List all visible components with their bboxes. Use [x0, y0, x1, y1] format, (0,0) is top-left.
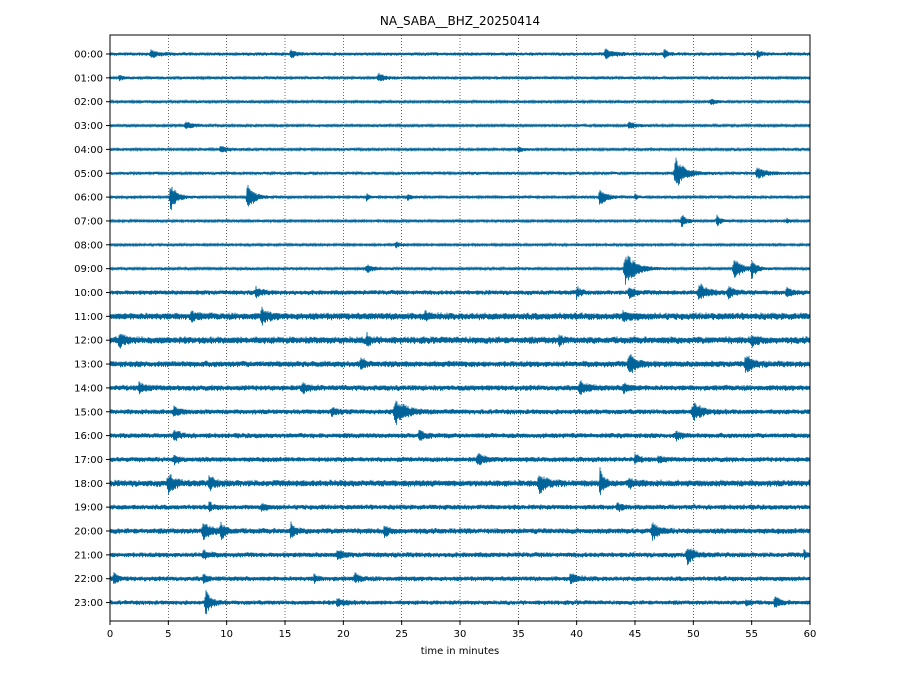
- trace-2100: [109, 548, 811, 566]
- y-tick-labels: 00:00 01:00 02:00 03:00 04:00 05:00 06:00 07:00…: [74, 50, 110, 609]
- trace-0900: [109, 255, 811, 285]
- trace-2300: [109, 590, 811, 615]
- trace-0200: [109, 98, 811, 105]
- trace-1800: [109, 467, 811, 496]
- y-tick-label: 00:00: [74, 50, 103, 61]
- y-tick-label: 08:00: [74, 240, 103, 251]
- y-tick-label: 11:00: [74, 312, 103, 323]
- plot-frame: [109, 34, 811, 622]
- x-tick-label: 0: [107, 629, 113, 640]
- x-tick-label: 60: [804, 629, 817, 640]
- x-tick-label: 5: [165, 629, 171, 640]
- x-tick-label: 40: [570, 629, 583, 640]
- y-tick-label: 23:00: [74, 598, 103, 609]
- y-tick-label: 10:00: [74, 288, 103, 299]
- y-tick-label: 17:00: [74, 455, 103, 466]
- y-tick-label: 03:00: [74, 121, 103, 132]
- trace-1600: [109, 430, 811, 442]
- y-tick-label: 21:00: [74, 550, 103, 561]
- x-tick-label: 25: [395, 629, 408, 640]
- trace-0700: [109, 214, 811, 228]
- trace-0000: [109, 48, 811, 60]
- x-tick-label: 55: [745, 629, 758, 640]
- trace-0500: [109, 157, 811, 186]
- x-tick-label: 10: [220, 629, 233, 640]
- trace-2000: [109, 521, 811, 541]
- trace-1400: [109, 380, 811, 395]
- y-tick-label: 13:00: [74, 360, 103, 371]
- trace-1900: [109, 501, 811, 513]
- x-tick-label: 15: [279, 629, 292, 640]
- x-tick-label: 35: [512, 629, 525, 640]
- trace-0400: [109, 146, 811, 153]
- y-tick-label: 02:00: [74, 97, 103, 108]
- trace-0600: [109, 184, 811, 210]
- trace-1300: [109, 354, 811, 374]
- y-tick-label: 12:00: [74, 336, 103, 347]
- trace-group: [109, 48, 811, 615]
- y-tick-label: 15:00: [74, 407, 103, 418]
- y-tick-label: 20:00: [74, 527, 103, 538]
- trace-2200: [109, 572, 811, 585]
- trace-1700: [109, 452, 811, 466]
- y-tick-label: 09:00: [74, 264, 103, 275]
- y-tick-label: 01:00: [74, 73, 103, 84]
- y-tick-label: 19:00: [74, 503, 103, 514]
- trace-1000: [109, 283, 811, 300]
- trace-1200: [109, 332, 811, 349]
- x-tick-label: 20: [337, 629, 350, 640]
- trace-0800: [109, 241, 811, 249]
- trace-1500: [109, 400, 811, 425]
- x-tick-label: 50: [687, 629, 700, 640]
- y-tick-label: 14:00: [74, 383, 103, 394]
- y-tick-label: 07:00: [74, 216, 103, 227]
- y-tick-label: 22:00: [74, 574, 103, 585]
- y-tick-label: 18:00: [74, 479, 103, 490]
- y-tick-label: 04:00: [74, 145, 103, 156]
- trace-1100: [109, 306, 811, 326]
- y-tick-label: 05:00: [74, 169, 103, 180]
- trace-0100: [109, 72, 811, 82]
- x-tick-label: 45: [629, 629, 642, 640]
- x-ticks: 0 5 10 15 20 25 30 35 40 45 50 55 60: [107, 621, 817, 640]
- chart-title: NA_SABA__BHZ_20250414: [380, 14, 540, 28]
- y-tick-label: 06:00: [74, 193, 103, 204]
- trace-0300: [109, 121, 811, 129]
- y-tick-label: 16:00: [74, 431, 103, 442]
- x-axis-label: time in minutes: [421, 646, 500, 657]
- x-tick-label: 30: [454, 629, 467, 640]
